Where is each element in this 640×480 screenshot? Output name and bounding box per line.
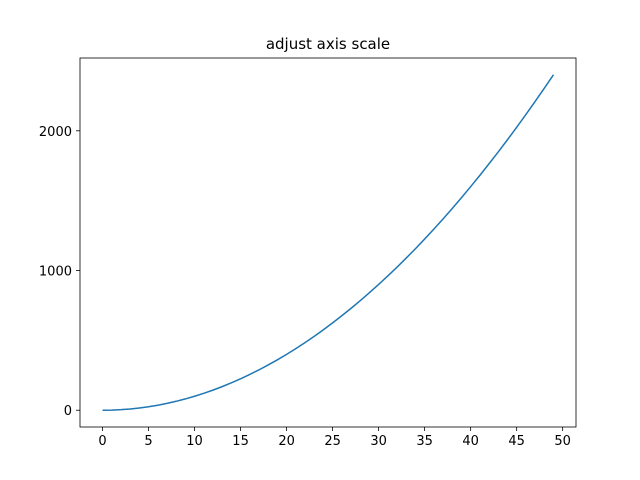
chart-title: adjust axis scale: [266, 35, 390, 53]
x-tick-label: 5: [144, 434, 152, 449]
x-tick-label: 45: [508, 434, 525, 449]
x-tick-label: 20: [278, 434, 295, 449]
x-tick-label: 25: [324, 434, 341, 449]
x-tick-label: 10: [186, 434, 203, 449]
x-tick-label: 50: [554, 434, 571, 449]
x-tick-label: 35: [416, 434, 433, 449]
x-tick-label: 0: [98, 434, 106, 449]
x-tick-label: 30: [370, 434, 387, 449]
x-tick-label: 40: [462, 434, 479, 449]
line: [102, 74, 555, 411]
y-tick-label: 2000: [39, 125, 72, 140]
y-tick-label: 1000: [39, 265, 72, 280]
y-tick-label: 0: [64, 404, 72, 419]
axes-frame: [79, 57, 577, 428]
x-tick-label: 15: [232, 434, 249, 449]
